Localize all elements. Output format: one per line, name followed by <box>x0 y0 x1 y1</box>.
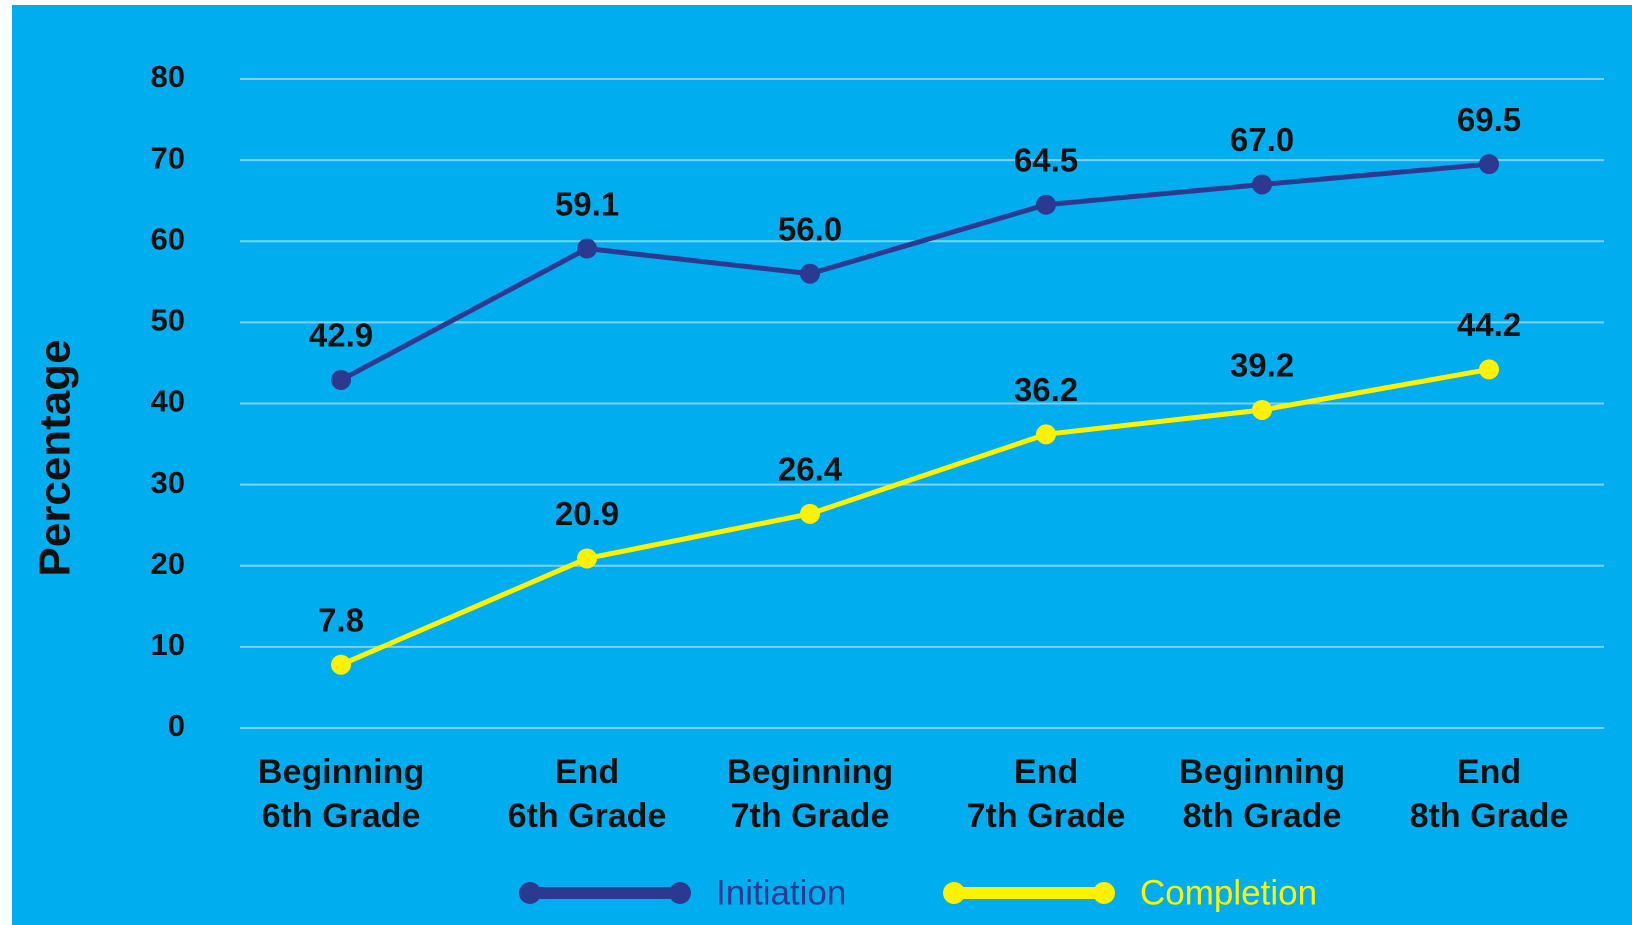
data-point <box>577 548 597 569</box>
y-tick-label: 0 <box>168 708 185 743</box>
data-label: 36.2 <box>1014 371 1078 408</box>
x-tick-label: Beginning 7th Grade <box>726 753 894 835</box>
data-point <box>800 503 820 524</box>
data-point <box>1252 174 1272 195</box>
data-label: 20.9 <box>555 495 619 532</box>
y-tick-label: 80 <box>151 59 185 94</box>
chart-background <box>12 5 1632 925</box>
y-tick-label: 10 <box>151 627 185 662</box>
x-tick-label-box: Beginning 8th Grade <box>1178 753 1346 835</box>
data-label: 7.8 <box>318 601 364 638</box>
y-tick-label: 60 <box>151 221 185 256</box>
legend-marker <box>669 882 691 904</box>
x-tick-label-box: Beginning 7th Grade <box>726 753 894 835</box>
data-label: 64.5 <box>1014 141 1078 178</box>
data-point <box>331 369 351 390</box>
data-label: 42.9 <box>309 317 373 354</box>
legend-marker <box>519 882 541 904</box>
legend-marker <box>943 882 965 904</box>
data-point <box>1036 424 1056 445</box>
data-point <box>1036 194 1056 215</box>
x-tick-label: End 6th Grade <box>507 753 667 835</box>
data-point <box>1252 399 1272 420</box>
data-point <box>1479 154 1499 175</box>
data-label: 44.2 <box>1457 306 1521 343</box>
y-axis-label: Percentage <box>31 339 80 576</box>
y-tick-label: 40 <box>151 384 185 419</box>
legend-label: Initiation <box>716 873 846 912</box>
data-label: 67.0 <box>1230 121 1294 158</box>
x-tick-label-box: End 6th Grade <box>507 753 667 835</box>
data-label: 39.2 <box>1230 347 1294 384</box>
y-tick-label: 70 <box>151 140 185 175</box>
series-line <box>339 161 1490 383</box>
data-point <box>1479 359 1499 380</box>
legend-label: Completion <box>1140 873 1317 912</box>
data-point <box>577 238 597 259</box>
series-line <box>340 366 1490 668</box>
y-tick-label: 50 <box>151 303 185 338</box>
data-point <box>800 263 820 284</box>
data-label: 26.4 <box>778 451 843 488</box>
x-tick-label: Beginning 6th Grade <box>257 753 425 835</box>
data-label: 69.5 <box>1457 101 1521 138</box>
x-tick-label: Beginning 8th Grade <box>1178 753 1346 835</box>
x-tick-label: End 8th Grade <box>1409 753 1569 835</box>
data-label: 59.1 <box>555 185 619 222</box>
y-tick-label: 30 <box>151 465 185 500</box>
data-point <box>331 654 351 675</box>
legend-marker <box>1093 882 1115 904</box>
data-label: 56.0 <box>778 210 842 247</box>
x-tick-label-box: End 8th Grade <box>1409 753 1569 835</box>
x-tick-label-box: End 7th Grade <box>966 753 1126 835</box>
x-tick-label-box: Beginning 6th Grade <box>257 753 425 835</box>
x-tick-label: End 7th Grade <box>966 753 1126 835</box>
y-tick-label: 20 <box>151 546 185 581</box>
